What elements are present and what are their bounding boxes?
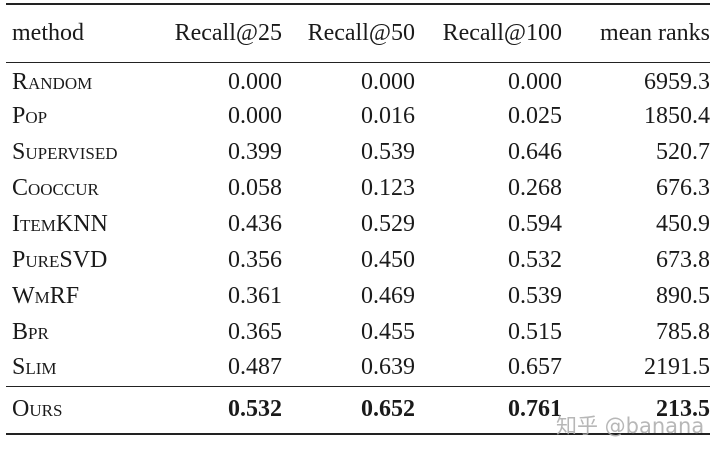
method-cell: Slim: [12, 354, 57, 381]
watermark: 知乎 @banana: [556, 414, 705, 438]
value-cell: 0.356: [228, 246, 282, 273]
column-header: Recall@25: [174, 19, 282, 46]
value-cell: 0.657: [508, 354, 562, 381]
value-cell: 2191.5: [644, 354, 710, 381]
value-cell: 0.539: [361, 138, 415, 165]
column-header: method: [12, 19, 84, 46]
value-cell: 0.532: [508, 246, 562, 273]
value-cell: 6959.3: [644, 68, 710, 95]
value-cell: 0.515: [508, 318, 562, 345]
method-cell: Cooccur: [12, 174, 99, 201]
value-cell: 0.539: [508, 282, 562, 309]
value-cell: 0.450: [361, 246, 415, 273]
value-cell: 890.5: [656, 282, 710, 309]
column-header: mean ranks: [600, 19, 710, 46]
value-cell: 0.436: [228, 210, 282, 237]
value-cell: 673.8: [656, 246, 710, 273]
table-row: Random 0.000 0.000 0.000 6959.3: [6, 62, 710, 98]
value-cell: 0.268: [508, 174, 562, 201]
value-cell: 0.361: [228, 282, 282, 309]
value-cell: 0.594: [508, 210, 562, 237]
method-cell: ItemKNN: [12, 210, 108, 237]
value-cell: 0.000: [228, 102, 282, 129]
table-body: Random 0.000 0.000 0.000 6959.3 Pop 0.000 0.016…: [6, 62, 710, 434]
table-header: method Recall@25 Recall@50 Recall@100 mean r…: [6, 4, 710, 62]
value-cell: 0.123: [361, 174, 415, 201]
value-cell: 0.469: [361, 282, 415, 309]
method-cell: WmRF: [12, 282, 80, 309]
value-cell: 450.9: [656, 210, 710, 237]
value-cell: 520.7: [656, 138, 710, 165]
value-cell: 0.000: [361, 68, 415, 95]
table-row: Supervised 0.399 0.539 0.646 520.7: [6, 134, 710, 170]
value-cell: 0.000: [228, 68, 282, 95]
table-row: PureSVD 0.356 0.450 0.532 673.8: [6, 242, 710, 278]
table-row: Slim 0.487 0.639 0.657 2191.5: [6, 350, 710, 386]
table-row: Pop 0.000 0.016 0.025 1850.4: [6, 98, 710, 134]
method-cell: Bpr: [12, 318, 49, 345]
value-cell: 0.058: [228, 174, 282, 201]
value-cell: 0.532: [228, 396, 282, 423]
value-cell: 0.365: [228, 318, 282, 345]
value-cell: 0.000: [508, 68, 562, 95]
method-cell: Pop: [12, 102, 48, 129]
value-cell: 0.761: [508, 396, 562, 423]
value-cell: 0.399: [228, 138, 282, 165]
column-header: Recall@50: [307, 19, 415, 46]
value-cell: 676.3: [656, 174, 710, 201]
table-row: WmRF 0.361 0.469 0.539 890.5: [6, 278, 710, 314]
value-cell: 0.652: [361, 396, 415, 423]
results-table: method Recall@25 Recall@50 Recall@100 mean r…: [6, 3, 710, 435]
method-cell: PureSVD: [12, 246, 108, 273]
value-cell: 785.8: [656, 318, 710, 345]
value-cell: 0.639: [361, 354, 415, 381]
table-row: Bpr 0.365 0.455 0.515 785.8: [6, 314, 710, 350]
table-row: ItemKNN 0.436 0.529 0.594 450.9: [6, 206, 710, 242]
method-cell: Ours: [12, 396, 63, 423]
value-cell: 0.529: [361, 210, 415, 237]
value-cell: 0.016: [361, 102, 415, 129]
method-cell: Random: [12, 68, 93, 95]
value-cell: 0.646: [508, 138, 562, 165]
header-row: method Recall@25 Recall@50 Recall@100 mean r…: [6, 4, 710, 62]
table-row: Ours 0.532 0.652 0.761 213.5: [6, 386, 710, 434]
value-cell: 0.487: [228, 354, 282, 381]
value-cell: 1850.4: [644, 102, 710, 129]
method-cell: Supervised: [12, 138, 118, 165]
column-header: Recall@100: [442, 19, 562, 46]
value-cell: 0.025: [508, 102, 562, 129]
value-cell: 213.5: [656, 396, 710, 423]
table-row: Cooccur 0.058 0.123 0.268 676.3: [6, 170, 710, 206]
value-cell: 0.455: [361, 318, 415, 345]
